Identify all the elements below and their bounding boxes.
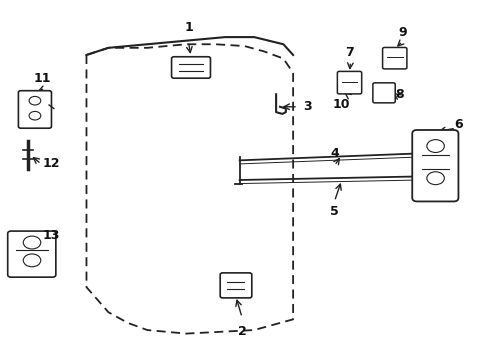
Circle shape: [29, 111, 41, 120]
Text: 3: 3: [302, 100, 311, 113]
Circle shape: [29, 96, 41, 105]
Text: 11: 11: [34, 72, 51, 85]
FancyBboxPatch shape: [19, 91, 51, 128]
Circle shape: [426, 172, 444, 185]
FancyBboxPatch shape: [220, 273, 251, 298]
Text: 12: 12: [42, 157, 60, 170]
Text: 9: 9: [397, 26, 406, 39]
Text: 10: 10: [332, 98, 350, 111]
Text: 13: 13: [42, 229, 60, 242]
FancyBboxPatch shape: [171, 57, 210, 78]
Text: 5: 5: [329, 205, 338, 218]
Text: 4: 4: [329, 147, 338, 160]
Circle shape: [426, 140, 444, 153]
Circle shape: [23, 236, 41, 249]
Text: 2: 2: [237, 325, 246, 338]
Text: 8: 8: [394, 88, 403, 101]
FancyBboxPatch shape: [8, 231, 56, 277]
FancyBboxPatch shape: [337, 71, 361, 94]
Circle shape: [23, 254, 41, 267]
FancyBboxPatch shape: [372, 83, 394, 103]
FancyBboxPatch shape: [411, 130, 458, 202]
Text: 1: 1: [184, 21, 193, 33]
FancyBboxPatch shape: [382, 48, 406, 69]
Text: 6: 6: [453, 118, 462, 131]
Text: 7: 7: [344, 46, 353, 59]
